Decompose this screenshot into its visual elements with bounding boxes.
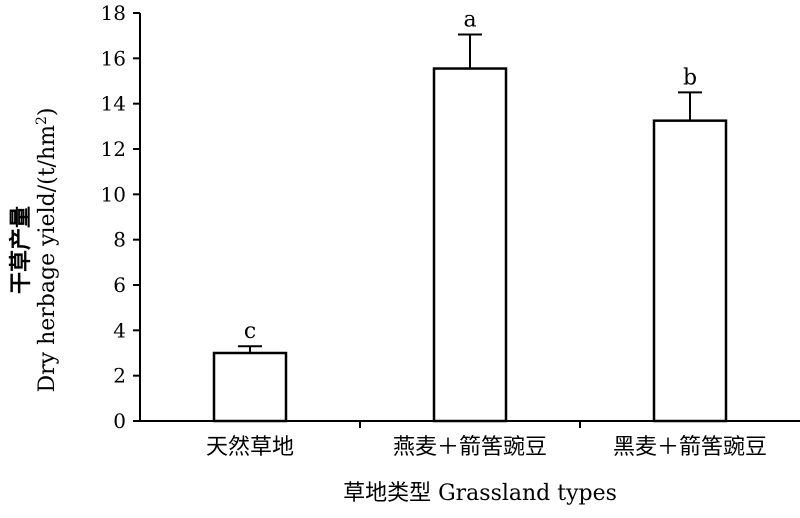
- y-axis-title-en-main: Dry herbage yield/(t/hm: [35, 125, 60, 393]
- y-tick-label: 2: [113, 364, 126, 388]
- bars: [212, 67, 728, 423]
- significance-letter: b: [683, 65, 697, 90]
- y-axis-title-superscript: 2: [34, 116, 50, 125]
- y-axis-title-en: Dry herbage yield/(t/hm2): [34, 108, 60, 393]
- category-label: 黑麦＋箭筈豌豆: [613, 435, 767, 460]
- y-tick-label: 14: [101, 92, 126, 116]
- category-label: 天然草地: [206, 435, 294, 460]
- y-tick-label: 4: [113, 318, 126, 342]
- y-axis-title-close: ): [35, 108, 60, 117]
- bar: [212, 351, 288, 423]
- significance-letter: c: [244, 319, 256, 344]
- labels: c 天然草地 a 燕麦＋箭筈豌豆 b 黑麦＋箭筈豌豆: [206, 8, 767, 460]
- bar: [652, 119, 728, 423]
- y-tick-label: 16: [101, 46, 126, 70]
- y-axis-title-cn: 干草产量: [8, 206, 34, 294]
- y-tick-label: 18: [101, 1, 126, 25]
- y-tick-label: 12: [101, 137, 126, 161]
- category-label: 燕麦＋箭筈豌豆: [393, 435, 547, 460]
- y-tick-label: 10: [101, 182, 126, 206]
- y-axis-title: 干草产量 Dry herbage yield/(t/hm2): [8, 108, 60, 393]
- y-tick-label: 8: [113, 228, 126, 252]
- y-tick-label: 6: [113, 273, 126, 297]
- bar: [432, 67, 508, 423]
- y-tick-label: 0: [113, 409, 126, 433]
- significance-letter: a: [463, 8, 476, 33]
- error-bars: [238, 33, 702, 353]
- x-axis-title: 草地类型 Grassland types: [343, 481, 617, 506]
